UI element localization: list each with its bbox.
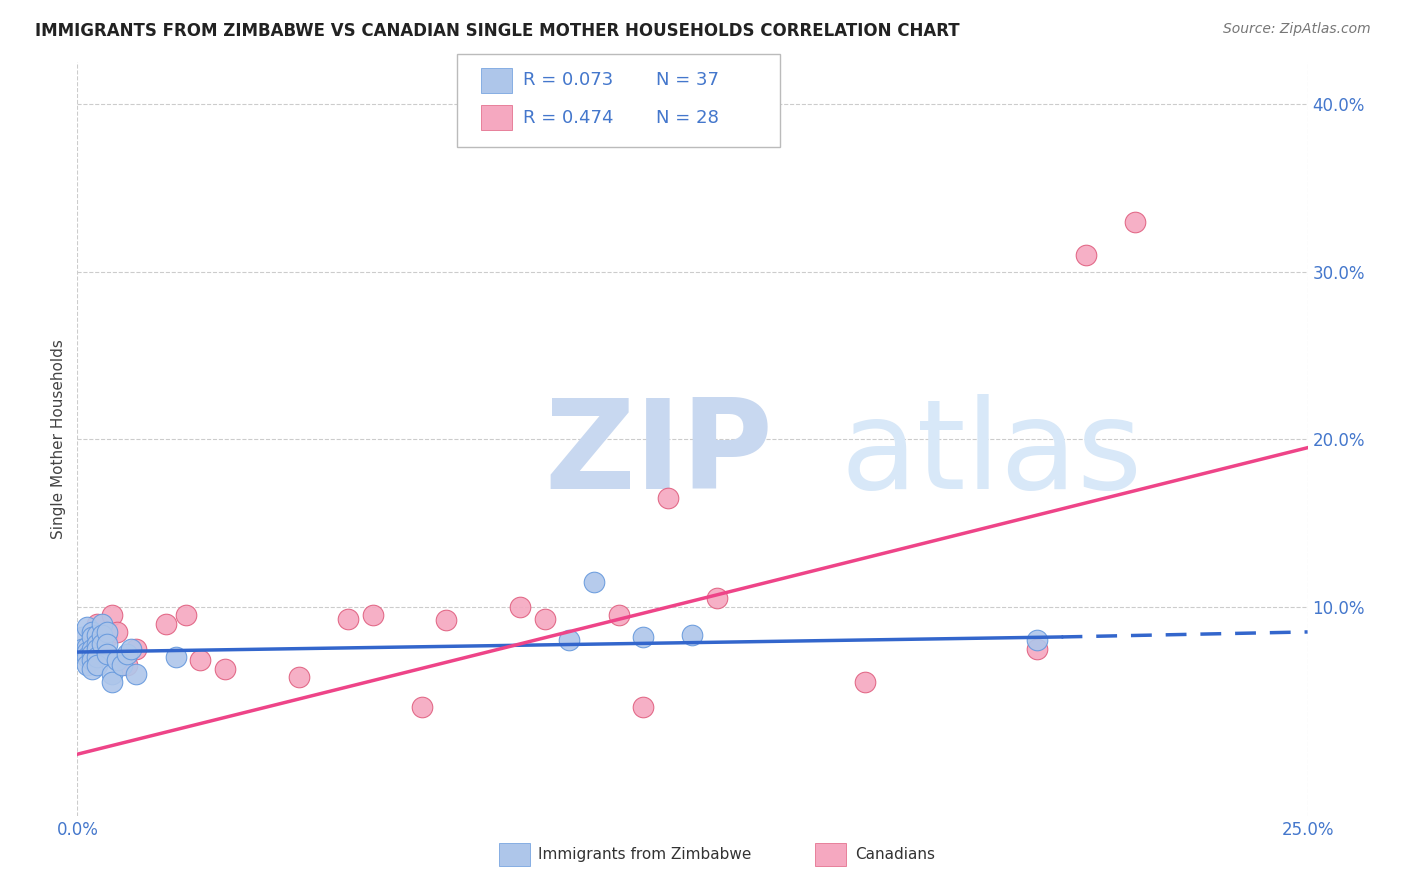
Point <box>86 650 108 665</box>
Point <box>101 608 124 623</box>
Point <box>101 666 124 681</box>
Point <box>657 491 679 505</box>
Point <box>853 675 876 690</box>
Point <box>82 624 104 639</box>
Point <box>583 574 606 589</box>
Point <box>70 641 93 656</box>
Point <box>558 633 581 648</box>
Point <box>115 658 138 673</box>
Text: R = 0.073: R = 0.073 <box>523 71 613 89</box>
Point <box>125 641 148 656</box>
Text: atlas: atlas <box>841 394 1142 515</box>
Point <box>436 613 458 627</box>
Point <box>188 653 212 667</box>
Point <box>706 591 728 606</box>
Point <box>288 670 311 684</box>
Point <box>82 630 104 644</box>
Point <box>82 647 104 661</box>
Point <box>125 666 148 681</box>
Point <box>82 653 104 667</box>
Point <box>1026 633 1049 648</box>
Point <box>76 647 98 661</box>
Point <box>682 628 704 642</box>
Point <box>105 624 128 639</box>
Point <box>82 662 104 676</box>
Point <box>76 620 98 634</box>
Text: R = 0.474: R = 0.474 <box>523 109 613 127</box>
Text: Immigrants from Zimbabwe: Immigrants from Zimbabwe <box>538 847 752 862</box>
Point <box>1026 641 1049 656</box>
Point <box>534 611 557 625</box>
Point <box>96 647 118 661</box>
Point <box>165 650 187 665</box>
Text: N = 37: N = 37 <box>655 71 718 89</box>
Point <box>86 641 108 656</box>
Text: ZIP: ZIP <box>546 394 773 515</box>
Point <box>607 608 630 623</box>
Point <box>90 628 114 642</box>
Point <box>76 650 98 665</box>
Point <box>90 616 114 631</box>
Point <box>111 658 132 673</box>
Point <box>86 658 108 673</box>
Point <box>96 630 118 644</box>
Point <box>337 611 360 625</box>
Point <box>411 700 433 714</box>
Point <box>76 640 98 654</box>
Point <box>96 624 118 639</box>
Point <box>86 637 108 651</box>
Point <box>214 662 236 676</box>
Point <box>361 608 384 623</box>
Point <box>76 645 98 659</box>
Text: N = 28: N = 28 <box>655 109 718 127</box>
Point <box>121 641 143 656</box>
Point <box>1076 248 1098 262</box>
Point <box>155 616 177 631</box>
Point <box>115 647 138 661</box>
Point <box>633 630 655 644</box>
Point <box>90 637 114 651</box>
Point <box>174 608 197 623</box>
Point <box>633 700 655 714</box>
Text: Canadians: Canadians <box>855 847 935 862</box>
Point <box>101 675 124 690</box>
Point <box>76 658 98 673</box>
Point <box>86 616 108 631</box>
Point <box>105 653 128 667</box>
Point <box>70 630 93 644</box>
Point <box>1125 214 1147 228</box>
Point <box>509 599 531 614</box>
Point <box>86 628 108 642</box>
Y-axis label: Single Mother Households: Single Mother Households <box>51 339 66 540</box>
Text: IMMIGRANTS FROM ZIMBABWE VS CANADIAN SINGLE MOTHER HOUSEHOLDS CORRELATION CHART: IMMIGRANTS FROM ZIMBABWE VS CANADIAN SIN… <box>35 22 960 40</box>
Point <box>90 637 114 651</box>
Point <box>96 637 118 651</box>
Text: Source: ZipAtlas.com: Source: ZipAtlas.com <box>1223 22 1371 37</box>
Point <box>82 641 104 656</box>
Point <box>82 653 104 667</box>
